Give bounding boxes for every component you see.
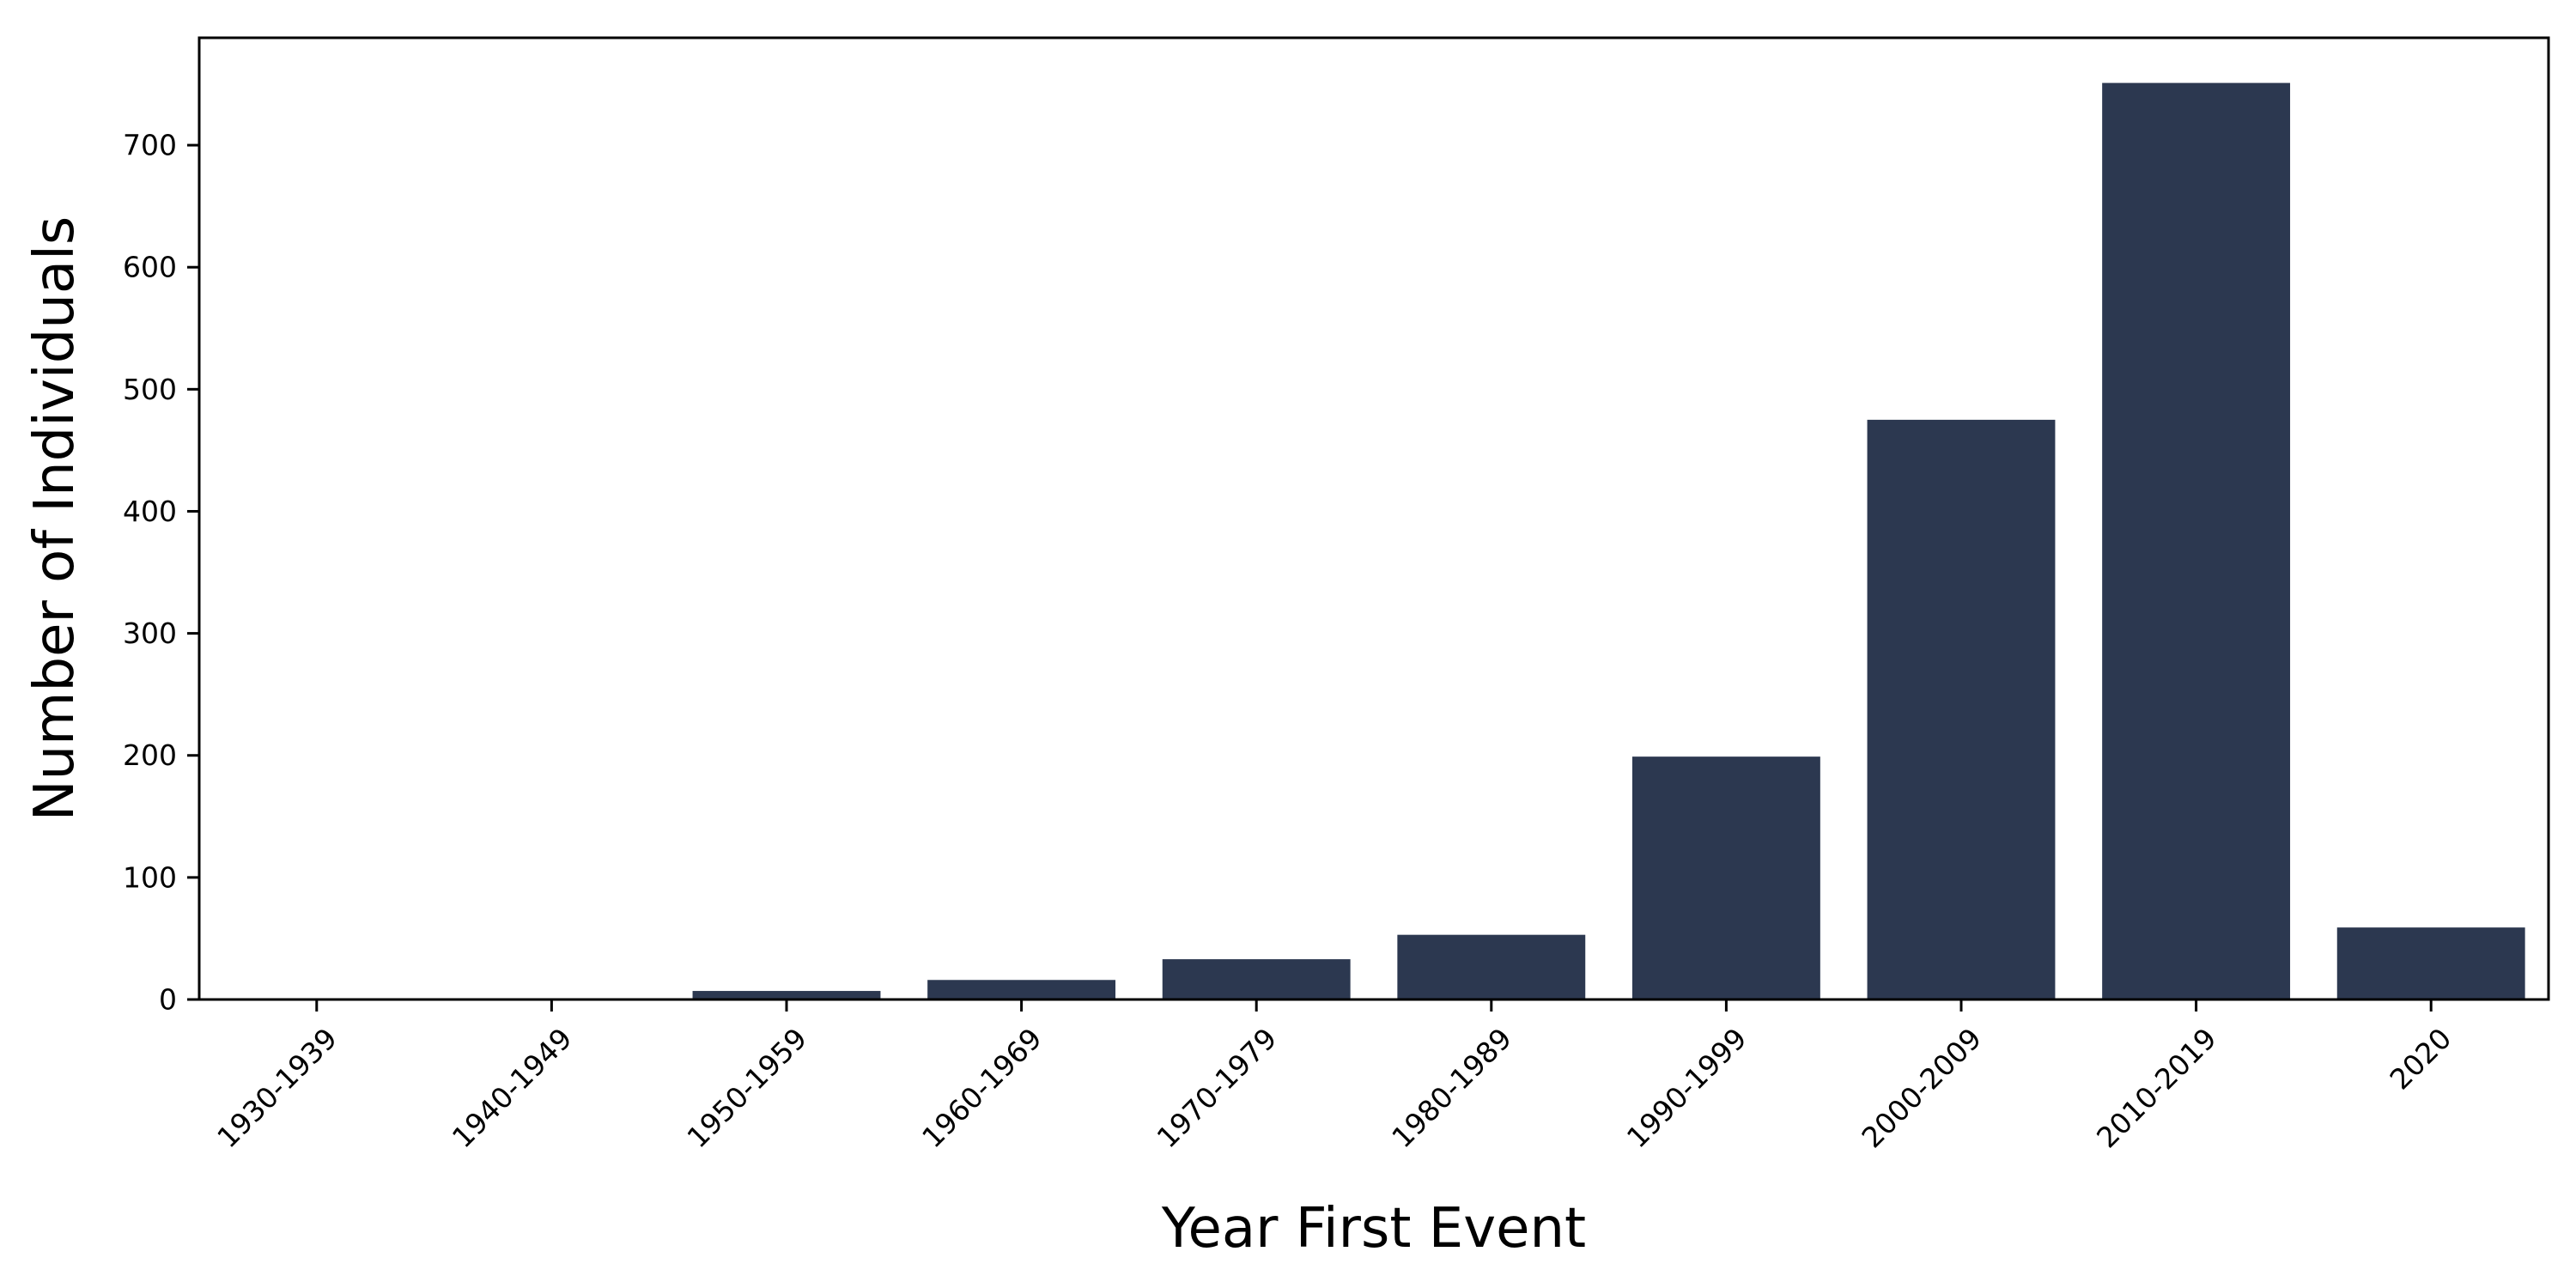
x-tick-label: 1930-1939: [210, 1022, 343, 1155]
bar-1990-1999: [1631, 756, 1820, 999]
y-tick-label: 0: [159, 983, 177, 1017]
bar-1970-1979: [1162, 959, 1351, 999]
y-tick-label: 300: [123, 617, 177, 650]
y-tick-label: 400: [123, 495, 177, 528]
x-tick-label: 1970-1979: [1151, 1022, 1284, 1155]
bar-2000-2009: [1867, 419, 2056, 999]
y-tick-label: 500: [123, 373, 177, 406]
x-tick-label: 1950-1959: [680, 1022, 813, 1155]
x-tick-label: 2020: [2383, 1022, 2458, 1097]
x-tick-label: 2010-2019: [2090, 1022, 2223, 1155]
bar-2010-2019: [2102, 82, 2291, 999]
bar-1950-1959: [692, 991, 881, 999]
x-tick-label: 1990-1999: [1620, 1022, 1753, 1155]
plot-frame: [197, 36, 2550, 1001]
x-tick-label: 2000-2009: [1855, 1022, 1988, 1155]
x-tick-label: 1940-1949: [446, 1022, 579, 1155]
bar-2020: [2336, 927, 2525, 999]
x-tick-label: 1960-1969: [915, 1022, 1048, 1155]
y-tick-label: 600: [123, 251, 177, 284]
y-axis-title: Number of Individuals: [23, 216, 87, 822]
bar-1960-1969: [927, 980, 1116, 999]
bars-group: [222, 82, 2525, 999]
y-tick-label: 200: [123, 738, 177, 772]
x-axis-title: Year First Event: [1161, 1197, 1586, 1261]
y-tick-label: 100: [123, 860, 177, 894]
bar-1980-1989: [1397, 934, 1586, 999]
x-tick-label: 1980-1989: [1385, 1022, 1518, 1155]
y-tick-label: 700: [123, 129, 177, 162]
